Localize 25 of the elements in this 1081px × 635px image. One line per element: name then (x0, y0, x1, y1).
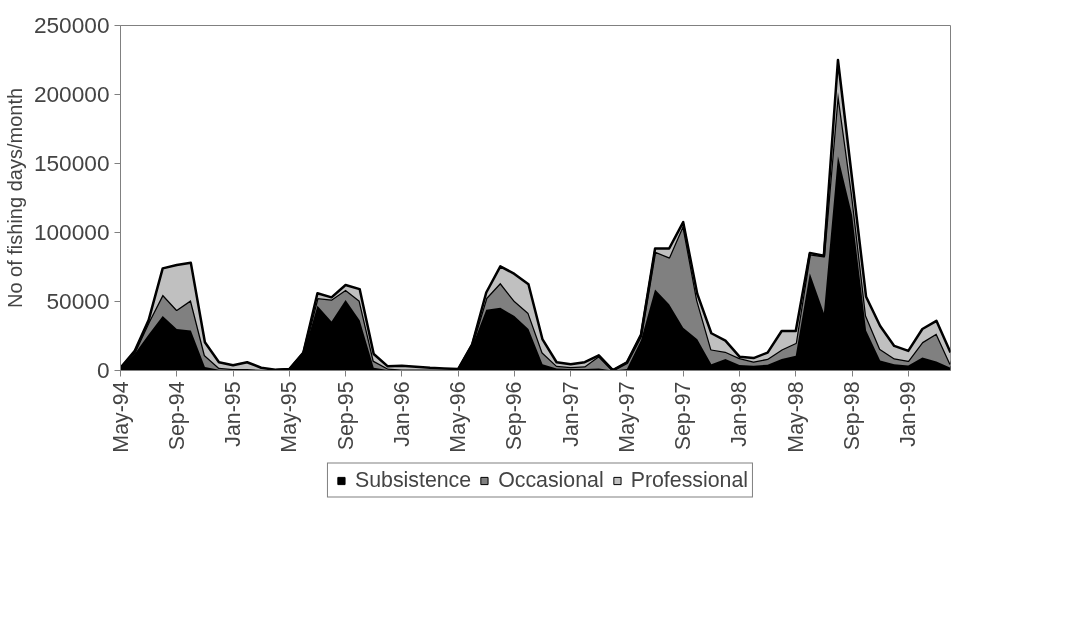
x-tick-label: Jan-96 (389, 381, 414, 447)
x-tick-label: May-97 (614, 381, 639, 453)
x-tick-label: Sep-98 (840, 381, 865, 451)
y-tick-label: 200000 (33, 81, 110, 107)
y-axis-title: No of fishing days/month (3, 87, 26, 309)
x-tick-label: May-94 (108, 381, 133, 453)
x-tick-label: Sep-96 (502, 381, 527, 451)
x-tick-label: May-98 (783, 381, 808, 453)
x-tick-label: Jan-99 (896, 381, 921, 447)
x-tick-label: Sep-95 (333, 381, 358, 451)
x-tick-label: Jan-98 (727, 381, 752, 447)
legend-label: Occasional (498, 467, 604, 493)
y-tick-label: 150000 (33, 150, 110, 176)
x-tick-label: Jan-97 (558, 381, 583, 447)
y-tick-label: 100000 (33, 219, 110, 245)
y-tick-label: 50000 (46, 288, 110, 314)
legend-label: Subsistence (354, 467, 472, 493)
y-tick-label: 250000 (33, 12, 110, 38)
x-tick-label: May-95 (277, 381, 302, 453)
y-tick-label: 0 (96, 357, 110, 383)
x-tick-label: Jan-95 (221, 381, 246, 447)
legend-label: Professional (630, 467, 749, 493)
x-tick-label: May-96 (446, 381, 471, 453)
x-tick-label: Sep-97 (671, 381, 696, 451)
x-tick-label: Sep-94 (164, 381, 189, 451)
